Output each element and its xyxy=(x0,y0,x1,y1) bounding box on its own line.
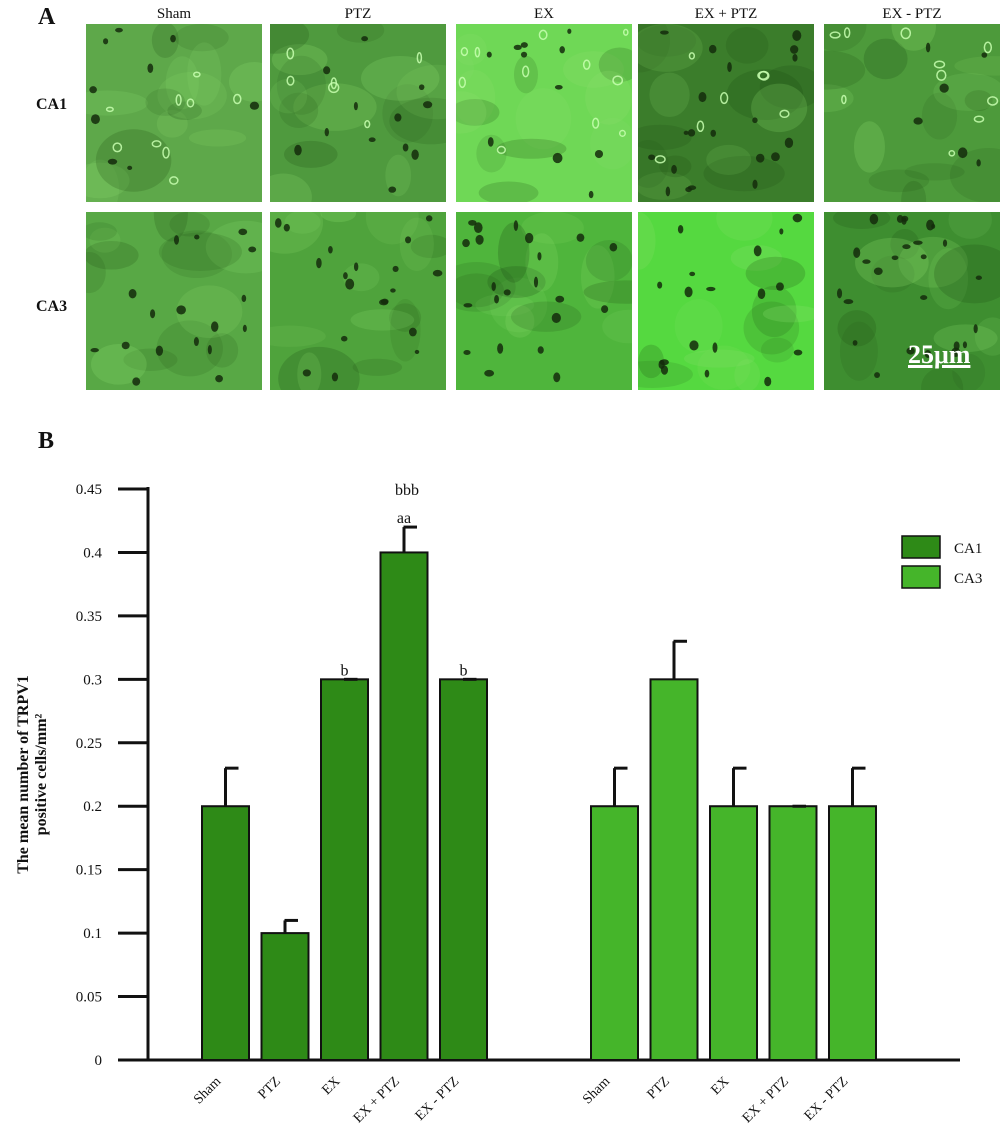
bar-ca1 xyxy=(260,932,310,1061)
bar-ca1 xyxy=(379,551,429,1061)
micrograph-ca1-2 xyxy=(456,24,632,202)
y-tick-label: 0 xyxy=(95,1053,103,1069)
significance-label: b xyxy=(460,662,468,679)
row-label: CA1 xyxy=(36,96,68,113)
bar-ca1 xyxy=(201,805,250,1061)
x-tick-label: EX - PTZ xyxy=(413,1074,463,1124)
micrograph-ca1-1 xyxy=(270,24,446,202)
x-tick-label: EX xyxy=(320,1074,344,1098)
bar-ca3 xyxy=(828,805,877,1061)
x-tick-label: Sham xyxy=(580,1074,613,1107)
legend-label: CA1 xyxy=(954,541,982,557)
bar-ca1 xyxy=(439,678,488,1061)
y-axis-label-line: The mean number of TRPV1 xyxy=(15,675,32,874)
micrograph-ca1-4 xyxy=(824,24,1000,202)
micrograph-ca3-3 xyxy=(638,212,814,390)
column-label: EX xyxy=(534,6,554,22)
micrograph-ca3-0 xyxy=(86,212,262,390)
y-tick-label: 0.45 xyxy=(76,482,102,498)
x-tick-label: Sham xyxy=(191,1074,224,1107)
x-tick-label: PTZ xyxy=(256,1074,284,1102)
significance-label: aa xyxy=(397,510,411,527)
micrograph-ca1-0 xyxy=(86,24,262,202)
y-tick-label: 0.35 xyxy=(76,609,102,625)
y-axis-label-line: positive cells/mm² xyxy=(33,713,50,835)
panel-b-letter: B xyxy=(38,428,55,454)
x-tick-label: EX xyxy=(709,1074,733,1098)
column-label: EX - PTZ xyxy=(882,6,942,22)
legend-label: CA3 xyxy=(954,571,982,587)
panel-a-letter: A xyxy=(38,4,56,30)
x-tick-label: PTZ xyxy=(645,1074,673,1102)
scale-bar-label: 25μm xyxy=(908,340,971,369)
bar-ca1 xyxy=(320,678,369,1061)
micrograph-ca3-2 xyxy=(456,212,632,390)
y-tick-label: 0.25 xyxy=(76,736,102,752)
y-tick-label: 0.2 xyxy=(83,799,102,815)
column-label: PTZ xyxy=(344,6,372,22)
micrograph-ca3-4 xyxy=(824,212,1000,390)
significance-label: bbb xyxy=(395,482,419,499)
bar-ca3 xyxy=(649,678,699,1061)
row-label: CA3 xyxy=(36,298,68,315)
column-label: EX + PTZ xyxy=(694,6,758,22)
legend-swatch xyxy=(901,535,941,559)
x-tick-label: EX + PTZ xyxy=(351,1074,403,1126)
bar-ca3 xyxy=(590,805,639,1061)
y-axis-label: The mean number of TRPV1positive cells/m… xyxy=(15,675,50,874)
x-tick-label: EX + PTZ xyxy=(740,1074,792,1126)
x-tick-label: EX - PTZ xyxy=(802,1074,852,1124)
bar-ca3 xyxy=(768,805,818,1061)
y-tick-label: 0.1 xyxy=(83,926,102,942)
legend-swatch xyxy=(901,565,941,589)
significance-label: b xyxy=(341,662,349,679)
bar-ca3 xyxy=(709,805,758,1061)
y-tick-label: 0.15 xyxy=(76,863,102,879)
bar-chart: 0 0.05 0.1 0.15 0.2 0.25 0.3 0.35 0.4 0.45 The mea… xyxy=(15,482,982,1126)
column-label: Sham xyxy=(156,6,192,22)
y-tick-label: 0.05 xyxy=(76,990,102,1006)
y-tick-label: 0.4 xyxy=(83,545,102,561)
micrograph-ca3-1 xyxy=(270,212,446,390)
y-tick-label: 0.3 xyxy=(83,672,102,688)
micrograph-ca1-3 xyxy=(638,24,814,202)
